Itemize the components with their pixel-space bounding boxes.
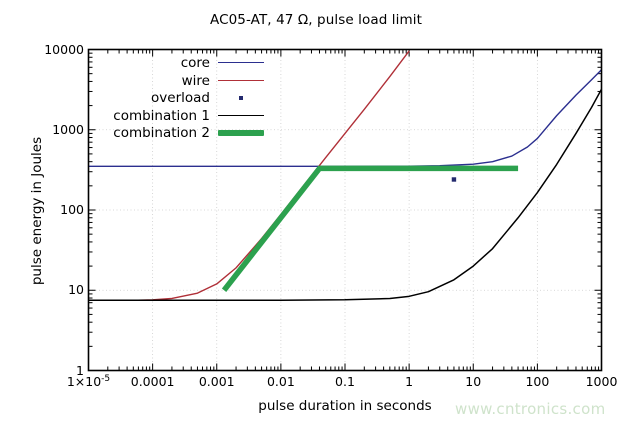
series-line-combination-1 — [88, 88, 602, 302]
grid-lines — [88, 49, 602, 371]
x-tick-label: 1×10-5 — [49, 374, 129, 389]
watermark: www.cntronics.com — [455, 400, 606, 418]
x-tick-label: 0.001 — [198, 374, 235, 389]
legend-key-line — [218, 114, 264, 116]
y-tick-label: 1 — [76, 362, 84, 378]
series-marker-overload — [451, 177, 457, 182]
x-axis-label: pulse duration in seconds — [258, 398, 432, 414]
x-tick-label: 10 — [465, 374, 482, 389]
legend-key-line — [218, 62, 264, 64]
x-tick-label: 1000 — [585, 374, 618, 389]
series-line-combination-2 — [221, 165, 519, 292]
x-tick-label: 100 — [525, 374, 550, 389]
y-tick-label: 10000 — [44, 41, 84, 57]
x-tick-label-exponent: -5 — [101, 374, 111, 384]
y-tick-label: 10 — [68, 282, 84, 298]
legend-key-line — [218, 130, 264, 136]
x-tick-label: 1 — [405, 374, 414, 389]
y-tick-label: 100 — [60, 202, 84, 217]
legend-label: combination 2 — [113, 125, 210, 141]
x-tick-label: 0.1 — [335, 374, 355, 389]
plot-frame — [87, 48, 603, 372]
y-tick-label: 1000 — [52, 121, 84, 137]
x-tick-label: 0.01 — [266, 374, 295, 389]
legend-item-combination-1[interactable]: combination 1 — [30, 107, 264, 125]
chart-title: AC05-AT, 47 Ω, pulse load limit — [209, 12, 422, 28]
legend-label: overload — [151, 90, 210, 106]
legend-item-wire[interactable]: wire — [30, 72, 264, 90]
legend-label: wire — [181, 72, 210, 89]
legend-item-combination-2[interactable]: combination 2 — [30, 125, 264, 142]
x-tick-label: 0.0001 — [130, 374, 175, 389]
legend-label: core — [180, 55, 210, 71]
legend-key-square — [239, 96, 243, 100]
legend-item-overload[interactable]: overload — [30, 90, 243, 107]
legend-key-line — [218, 79, 264, 81]
series-group — [88, 50, 602, 302]
legend-label: combination 1 — [113, 107, 210, 124]
x-tick-label-mantissa: 1×10 — [66, 374, 102, 390]
legend-item-core[interactable]: core — [30, 55, 264, 72]
